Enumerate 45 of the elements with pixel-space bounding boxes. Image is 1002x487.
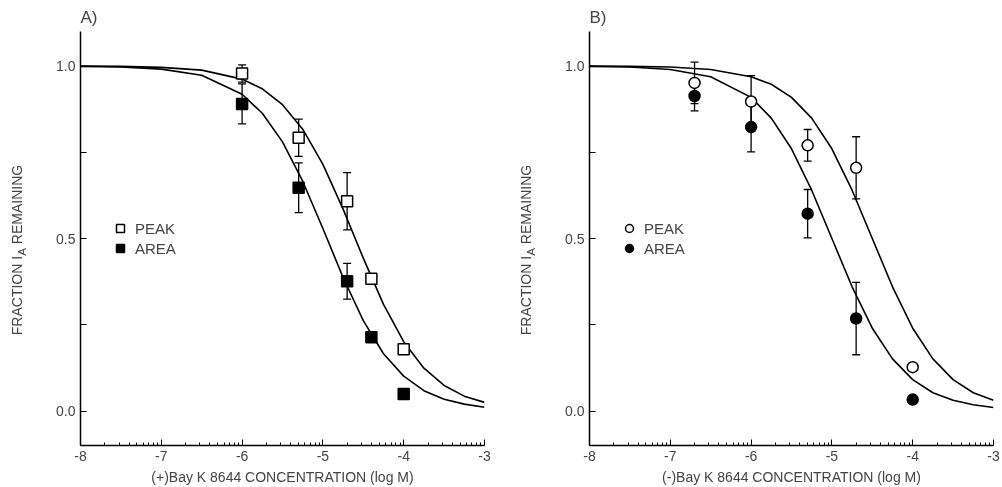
x-tick-label: -4 bbox=[906, 447, 920, 464]
point bbox=[340, 275, 354, 288]
y-tick-label: 0.5 bbox=[565, 230, 585, 247]
legend-label: PEAK bbox=[135, 219, 176, 237]
point bbox=[235, 97, 249, 111]
chart-title: A) bbox=[80, 7, 98, 27]
x-tick-label: -3 bbox=[478, 447, 491, 464]
legend-label: AREA bbox=[644, 239, 685, 257]
legend-label: AREA bbox=[135, 239, 176, 257]
point bbox=[340, 194, 354, 208]
point bbox=[292, 181, 305, 195]
point bbox=[292, 131, 305, 145]
x-tick-label: -8 bbox=[74, 447, 87, 464]
y-tick-label: 0.5 bbox=[56, 230, 76, 247]
y-tick-label: 1.0 bbox=[565, 58, 585, 74]
point bbox=[688, 89, 701, 103]
x-tick-label: -6 bbox=[744, 447, 758, 464]
x-tick-label: -8 bbox=[583, 447, 596, 464]
x-tick-label: -4 bbox=[397, 447, 411, 464]
point bbox=[744, 120, 758, 134]
point bbox=[744, 95, 758, 108]
x-tick-label: -6 bbox=[235, 447, 249, 464]
chart-title: B) bbox=[589, 7, 607, 27]
x-tick-label: -7 bbox=[664, 447, 677, 464]
legend-label: PEAK bbox=[644, 219, 685, 237]
y-tick-label: 0.0 bbox=[565, 403, 585, 419]
x-tick-label: -5 bbox=[316, 447, 330, 464]
point bbox=[849, 161, 863, 175]
point bbox=[397, 342, 410, 356]
x-tick-label: -7 bbox=[155, 447, 168, 464]
x-axis-title: (-)Bay K 8644 CONCENTRATION (log M) bbox=[662, 468, 921, 485]
point bbox=[365, 330, 378, 344]
y-tick-label: 0.0 bbox=[56, 403, 76, 419]
point bbox=[365, 272, 378, 286]
point bbox=[397, 387, 410, 401]
point bbox=[801, 207, 814, 220]
point bbox=[688, 76, 701, 90]
point bbox=[849, 312, 863, 325]
point bbox=[801, 139, 814, 152]
point bbox=[906, 393, 919, 406]
x-tick-label: -3 bbox=[987, 447, 1000, 464]
point bbox=[906, 360, 919, 374]
x-axis-title: (+)Bay K 8644 CONCENTRATION (log M) bbox=[151, 468, 414, 485]
x-tick-label: -5 bbox=[825, 447, 839, 464]
y-tick-label: 1.0 bbox=[56, 58, 76, 74]
